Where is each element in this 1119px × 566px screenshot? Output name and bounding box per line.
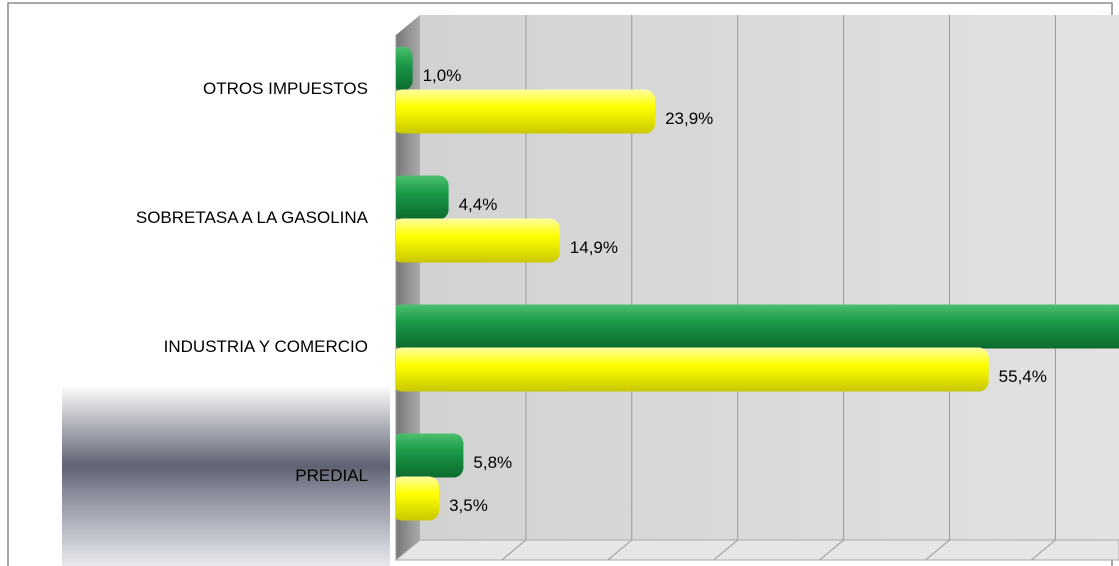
bar [396, 46, 413, 91]
category-label: INDUSTRIA Y COMERCIO [164, 337, 368, 356]
bars [396, 46, 1119, 521]
data-label: 14,9% [570, 238, 618, 257]
data-label: 4,4% [459, 195, 498, 214]
grid-line [607, 539, 633, 561]
data-label: 3,5% [449, 496, 488, 515]
decoration [62, 385, 390, 566]
side-wall [396, 15, 420, 560]
back-wall [420, 15, 1119, 540]
bar [396, 476, 440, 521]
category-label: OTROS IMPUESTOS [203, 79, 368, 98]
grid-line [925, 539, 950, 561]
bar [396, 175, 449, 220]
bar [396, 304, 1119, 349]
floor [394, 539, 1119, 561]
grid-line [501, 539, 527, 561]
bar [396, 433, 464, 478]
bar [396, 89, 656, 134]
category-label: PREDIAL [295, 466, 368, 485]
bar [396, 347, 989, 392]
data-label: 55,4% [999, 367, 1047, 386]
data-label: 23,9% [665, 109, 713, 128]
grid-line [713, 539, 739, 561]
grid-line [819, 539, 844, 561]
bar [396, 218, 560, 263]
data-label: 5,8% [473, 453, 512, 472]
category-label: SOBRETASA A LA GASOLINA [136, 208, 369, 227]
grid-line [1031, 539, 1056, 561]
data-label: 1,0% [423, 66, 462, 85]
